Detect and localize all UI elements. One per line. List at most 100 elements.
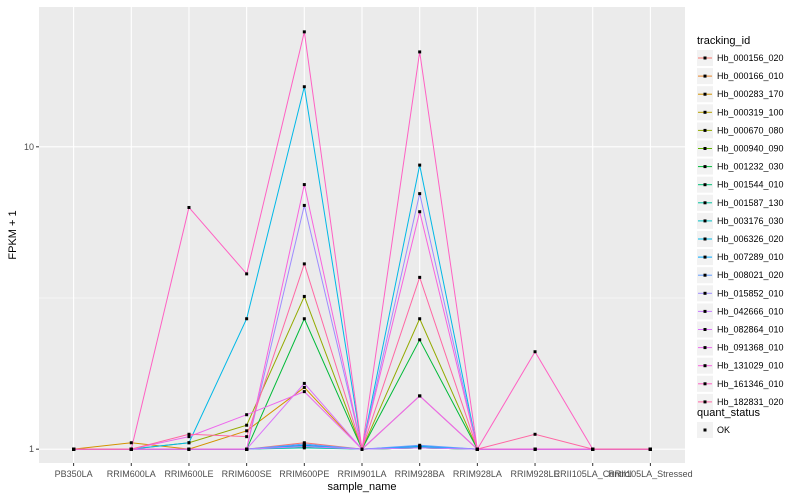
legend-label: Hb_000166_010 (717, 71, 784, 81)
x-tick-label: RRIM901LA (337, 469, 386, 479)
legend-label: Hb_007289_010 (717, 252, 784, 262)
data-point (187, 432, 191, 436)
legend-key-point (703, 309, 707, 313)
data-point (187, 441, 191, 445)
data-point (302, 445, 306, 449)
data-point (533, 350, 537, 354)
x-tick-label: RRIM928BA (395, 469, 445, 479)
legend-label: Hb_000156_020 (717, 53, 784, 63)
data-point (302, 390, 306, 394)
data-point (302, 442, 306, 446)
data-point (418, 443, 422, 447)
y-tick-label: 1 (29, 444, 34, 454)
legend-key-point (703, 255, 707, 259)
x-tick-label: RRIM928LA (453, 469, 502, 479)
data-point (245, 435, 249, 439)
data-point (418, 338, 422, 342)
legend-key-point (703, 147, 707, 150)
data-point (187, 435, 191, 439)
x-tick-label: RRII105LA_Control (554, 469, 632, 479)
legend-label: Hb_000670_080 (717, 125, 784, 135)
data-point (418, 394, 422, 398)
data-point (418, 50, 422, 54)
data-point (245, 272, 249, 276)
legend-key-point (703, 364, 707, 368)
legend-label: Hb_015852_010 (717, 288, 784, 298)
data-point (245, 429, 249, 433)
data-point (533, 432, 537, 436)
legend-label: Hb_001544_010 (717, 180, 784, 190)
legend-label: Hb_131029_010 (717, 361, 784, 371)
legend-label: Hb_000940_090 (717, 144, 784, 154)
legend-key-point (703, 201, 707, 205)
data-point (418, 317, 422, 321)
data-point (302, 381, 306, 385)
legend-key-point (703, 165, 707, 169)
data-point (129, 441, 133, 445)
legend-label: Hb_000319_100 (717, 107, 784, 117)
data-point (302, 30, 306, 34)
x-tick-label: RRIM600LA (107, 469, 156, 479)
data-point (302, 85, 306, 89)
data-point (72, 447, 76, 451)
legend-key-point (703, 291, 707, 295)
data-point (302, 262, 306, 266)
data-point (245, 423, 249, 427)
x-tick-label: PB350LA (55, 469, 93, 479)
data-point (245, 317, 249, 321)
data-point (475, 447, 479, 451)
x-axis: PB350LA RRIM600LA RRIM600LE RRIM600SE RRIM60… (55, 463, 693, 479)
data-point (302, 385, 306, 389)
legend-label: Hb_082864_010 (717, 325, 784, 335)
legend-key-point (703, 382, 707, 386)
legend-status-title: quant_status (697, 407, 760, 419)
data-point (648, 447, 652, 451)
y-tick-label: 10 (24, 142, 34, 152)
legend-label: Hb_042666_010 (717, 306, 784, 316)
data-point (418, 192, 422, 196)
data-point (591, 447, 595, 451)
legend-label: Hb_008021_020 (717, 270, 784, 280)
data-point (418, 275, 422, 279)
legend-status-label: OK (717, 425, 730, 435)
legend-label: Hb_161346_010 (717, 379, 784, 389)
legend-key-point (703, 237, 707, 241)
legend-label: Hb_182831_020 (717, 397, 784, 407)
data-point (302, 294, 306, 298)
data-point (302, 203, 306, 207)
data-point (302, 183, 306, 187)
data-point (418, 210, 422, 214)
y-axis: 1 10 (24, 142, 39, 454)
legend-key-point (703, 110, 707, 114)
legend-label: Hb_091368_010 (717, 343, 784, 353)
legend-key-point (703, 183, 707, 187)
legend-label: Hb_000283_170 (717, 89, 784, 99)
legend-key-point (703, 74, 707, 78)
legend-key-point (703, 92, 707, 96)
data-point (418, 163, 422, 167)
x-tick-label: RRIM600PE (279, 469, 329, 479)
legend-key-point (703, 56, 707, 60)
legend-status: OK (697, 422, 730, 438)
legend-key-point (703, 346, 707, 350)
data-point (245, 413, 249, 417)
x-axis-title: sample_name (327, 481, 396, 493)
point-layer (72, 30, 652, 451)
legend-key-point (703, 219, 707, 223)
legend-label: Hb_001232_030 (717, 162, 784, 172)
data-point (187, 205, 191, 209)
x-tick-label: RRIM928LE (511, 469, 560, 479)
data-point (418, 446, 422, 450)
legend-title: tracking_id (697, 35, 750, 47)
legend-key-point (703, 400, 707, 404)
x-tick-label: RRII105LA_Stressed (608, 469, 693, 479)
legend-label: Hb_001587_130 (717, 198, 784, 208)
legend-label: Hb_006326_020 (717, 234, 784, 244)
data-point (245, 447, 249, 451)
legend: Hb_000156_020 Hb_000166_010 Hb_000283_170 H… (697, 50, 784, 410)
data-point (187, 447, 191, 451)
legend-key-point (703, 273, 707, 277)
y-axis-title: FPKM + 1 (7, 210, 19, 259)
